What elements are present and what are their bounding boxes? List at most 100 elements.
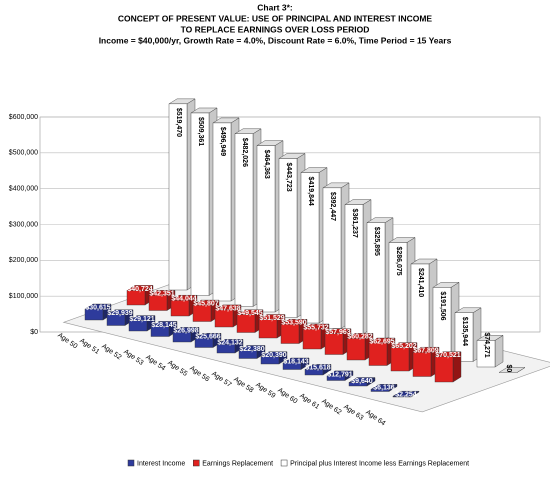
bar [326, 375, 346, 381]
bar [454, 312, 474, 362]
value-label: $22,380 [239, 346, 264, 353]
value-label: $55,732 [303, 324, 328, 331]
chart-subtitle: CONCEPT OF PRESENT VALUE: USE OF PRINCIP… [118, 13, 433, 23]
value-label: $49,545 [237, 310, 262, 317]
value-label: $30,615 [85, 304, 110, 311]
value-label: $464,363 [263, 150, 270, 179]
x-tick-label: Age 63 [342, 403, 364, 422]
bar [282, 362, 302, 370]
chart-subtitle: Income = $40,000/yr, Growth Rate = 4.0%,… [99, 35, 452, 45]
x-tick-label: Age 64 [364, 409, 386, 428]
bar [150, 326, 170, 337]
legend-label: Earnings Replacement [202, 460, 273, 467]
value-label: $519,470 [175, 108, 182, 137]
value-label: $286,075 [395, 246, 402, 275]
bar [256, 145, 276, 313]
x-tick-label: Age 56 [188, 365, 210, 384]
value-label: $74,271 [483, 332, 490, 357]
value-label: $392,447 [329, 192, 336, 221]
value-label: $65,202 [391, 343, 416, 350]
bar [348, 382, 368, 387]
value-label: $482,026 [241, 138, 248, 167]
value-label: $57,963 [325, 329, 350, 336]
value-label: $62,695 [369, 338, 394, 345]
value-label: $361,237 [351, 209, 358, 238]
value-label: $51,529 [259, 315, 284, 322]
bar [212, 122, 232, 302]
legend-swatch [280, 459, 288, 467]
bar [346, 338, 366, 361]
x-tick-label: Age 59 [254, 381, 276, 400]
bar [260, 356, 280, 365]
bar [434, 356, 454, 383]
bar [304, 369, 324, 376]
value-label: $28,145 [151, 322, 176, 329]
value-label: $70,521 [435, 352, 460, 359]
value-label: $6,136 [373, 385, 395, 392]
x-tick-label: Age 61 [298, 392, 320, 411]
legend-swatch [193, 459, 200, 467]
bar [168, 103, 188, 291]
value-label: $191,506 [439, 291, 446, 320]
value-label: $509,361 [197, 117, 204, 146]
value-label: $40,724 [127, 286, 152, 293]
bar [128, 320, 148, 332]
value-label: $42,351 [149, 291, 174, 298]
value-label: $60,282 [347, 334, 372, 341]
value-label: $325,895 [373, 227, 380, 256]
bar [170, 300, 190, 317]
bar [238, 350, 258, 359]
value-label: $25,666 [195, 334, 220, 341]
bar [214, 309, 234, 328]
bar [258, 319, 278, 339]
value-label: $2,254 [395, 392, 417, 399]
bar [172, 332, 192, 343]
y-tick-label: $600,000 [9, 114, 38, 121]
y-tick-label: $300,000 [9, 221, 38, 228]
bar [324, 333, 344, 355]
x-tick-label: Age 53 [122, 348, 144, 367]
x-tick-label: Age 60 [276, 387, 298, 406]
chart-title: Chart 3*: [257, 2, 293, 12]
bar [236, 314, 256, 333]
legend-label: Interest Income [137, 460, 185, 467]
bar [216, 344, 236, 354]
bar [106, 314, 126, 326]
bar [234, 133, 254, 307]
bar [194, 338, 214, 348]
bar [392, 395, 412, 398]
bar-side [494, 335, 504, 368]
bar [302, 328, 322, 350]
bar [148, 295, 168, 311]
bar [84, 308, 104, 321]
value-label: $53,590 [281, 320, 306, 327]
bar [190, 112, 210, 296]
x-tick-label: Age 54 [144, 354, 166, 373]
value-label: $15,618 [305, 365, 330, 372]
value-label: $45,807 [193, 300, 218, 307]
value-label: $47,638 [215, 305, 240, 312]
y-tick-label: $500,000 [9, 150, 38, 157]
bar [412, 352, 432, 377]
bar [370, 389, 390, 392]
bar [126, 290, 146, 306]
legend: Interest Income Earnings Replacement Princ… [127, 459, 469, 467]
bar [390, 347, 410, 372]
value-label: $135,944 [461, 317, 468, 346]
value-label: $26,998 [173, 328, 198, 335]
bar [280, 324, 300, 344]
value-label: $29,939 [107, 310, 132, 317]
x-tick-label: Age 51 [78, 337, 100, 356]
value-label: $24,132 [217, 340, 242, 347]
value-label: $18,143 [283, 358, 308, 365]
bar [300, 172, 320, 324]
y-tick-label: $400,000 [9, 186, 38, 193]
value-label: $67,809 [413, 348, 438, 355]
x-tick-label: Age 57 [210, 370, 232, 389]
value-label: $29,121 [129, 316, 154, 323]
value-label: $496,949 [219, 127, 226, 156]
x-tick-label: Age 58 [232, 376, 254, 395]
value-label: $20,390 [261, 352, 286, 359]
chart-subtitle: TO REPLACE EARNINGS OVER LOSS PERIOD [181, 24, 370, 34]
